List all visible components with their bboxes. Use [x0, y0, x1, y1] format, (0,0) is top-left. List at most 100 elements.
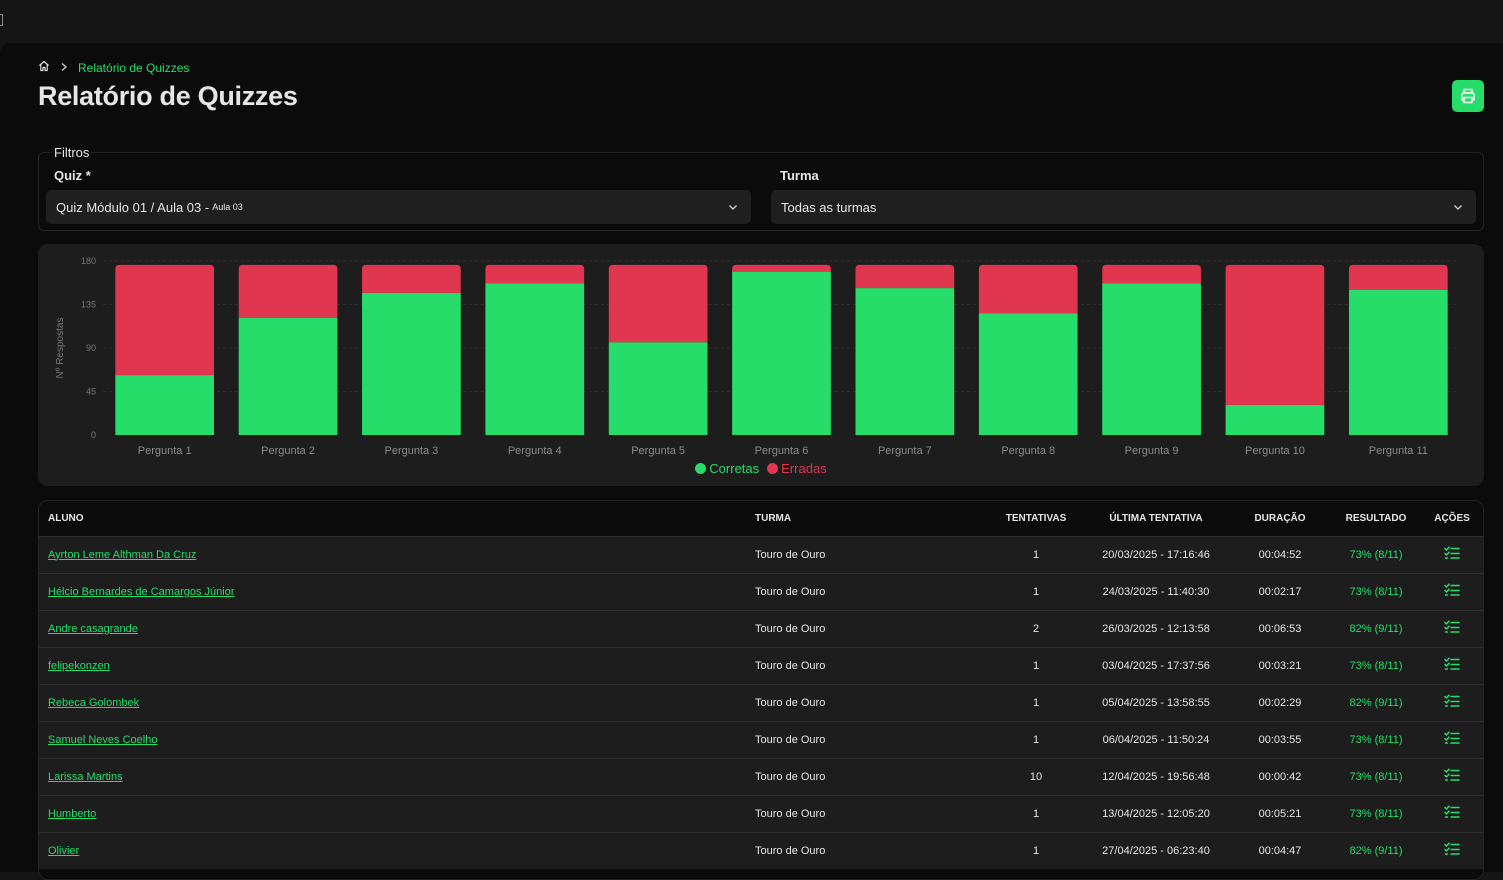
filters-panel: Filtros Quiz * Quiz Módulo 01 / Aula 03 …: [38, 145, 1484, 231]
student-link[interactable]: Olivier: [48, 844, 80, 857]
quiz-select-value: Quiz Módulo 01 / Aula 03 -: [56, 199, 210, 215]
main-content: Relatório de Quizzes Relatório de Quizze…: [0, 43, 1503, 880]
cell-duracao: 00:04:52: [1227, 535, 1333, 573]
student-link[interactable]: Hélcio Bernardes de Camargos Júnior: [48, 585, 235, 598]
quiz-select[interactable]: Quiz Módulo 01 / Aula 03 - Aula 03: [46, 190, 751, 224]
col-header-resultado[interactable]: RESULTADO: [1333, 501, 1419, 536]
list-check-icon[interactable]: [1444, 842, 1460, 859]
y-tick-label: 135: [81, 300, 96, 310]
cell-turma: Touro de Ouro: [755, 646, 987, 684]
col-header-turma[interactable]: TURMA: [755, 501, 987, 536]
cell-duracao: 00:03:55: [1227, 720, 1333, 758]
results-table-card: ALUNO TURMA TENTATIVAS ÚLTIMA TENTATIVA …: [38, 500, 1484, 880]
cell-duracao: 00:06:53: [1227, 609, 1333, 647]
table-row: Rebeca Golombek Touro de Ouro 1 05/04/2025 …: [39, 683, 1483, 721]
cell-ultima-tentativa: 03/04/2025 - 17:37:56: [1085, 646, 1227, 684]
cell-acoes: [1419, 831, 1483, 869]
table-row: Samuel Neves Coelho Touro de Ouro 1 06/04/2…: [39, 720, 1483, 758]
list-check-icon[interactable]: [1444, 694, 1460, 711]
list-check-icon[interactable]: [1444, 657, 1460, 674]
cell-aluno: Ayrton Leme Althman Da Cruz: [39, 535, 755, 573]
cell-tentativas: 1: [987, 720, 1085, 758]
cell-turma: Touro de Ouro: [755, 720, 987, 758]
cell-duracao: 00:03:21: [1227, 646, 1333, 684]
cell-acoes: [1419, 757, 1483, 795]
student-link[interactable]: Larissa Martins: [48, 770, 123, 783]
bar-segment-corretas: [978, 313, 1078, 435]
cell-resultado: 73% (8/11): [1333, 572, 1419, 610]
stacked-bar-chart: 0 45 90 135 180 Nº Respostas Pergunta 1 Pergunt…: [55, 256, 1460, 457]
col-header-duracao[interactable]: DURAÇÃO: [1227, 501, 1333, 536]
list-check-icon[interactable]: [1444, 583, 1460, 600]
cell-turma: Touro de Ouro: [755, 535, 987, 573]
y-tick-label: 90: [86, 343, 96, 353]
cell-duracao: 00:02:29: [1227, 683, 1333, 721]
chart-card: 0 45 90 135 180 Nº Respostas Pergunta 1 Pergunt…: [38, 244, 1484, 486]
bar-segment-erradas: [1225, 264, 1325, 406]
legend-item-erradas[interactable]: Erradas: [767, 461, 827, 476]
x-tick-label: Pergunta 5: [631, 445, 685, 457]
cell-acoes: [1419, 535, 1483, 573]
table-row: felipekonzen Touro de Ouro 1 03/04/2025 - 1…: [39, 646, 1483, 684]
legend-dot: [695, 463, 707, 474]
bar-segment-corretas: [1102, 283, 1201, 435]
cell-duracao: 00:02:17: [1227, 572, 1333, 610]
chart-legend: Corretas Erradas: [38, 461, 1484, 476]
cell-aluno: felipekonzen: [39, 646, 755, 684]
bar-segment-erradas: [978, 264, 1078, 314]
bar-segment-corretas: [1225, 405, 1325, 435]
list-check-icon[interactable]: [1444, 546, 1460, 563]
cell-ultima-tentativa: 13/04/2025 - 12:05:20: [1085, 794, 1227, 832]
cell-aluno: Larissa Martins: [39, 757, 755, 795]
cell-tentativas: 1: [987, 646, 1085, 684]
x-tick-label: Pergunta 8: [1001, 445, 1055, 457]
cell-resultado: 73% (8/11): [1333, 757, 1419, 795]
window-edge: [0, 14, 3, 26]
col-header-tentativas[interactable]: TENTATIVAS: [987, 501, 1085, 536]
cell-aluno: Samuel Neves Coelho: [39, 720, 755, 758]
list-check-icon[interactable]: [1444, 731, 1460, 748]
cell-tentativas: 1: [987, 683, 1085, 721]
y-tick-label: 45: [86, 387, 96, 397]
col-header-ultima-tentativa[interactable]: ÚLTIMA TENTATIVA: [1085, 501, 1227, 536]
x-tick-label: Pergunta 4: [508, 445, 562, 457]
col-header-aluno[interactable]: ALUNO: [39, 501, 755, 536]
cell-aluno: Humberto: [39, 794, 755, 832]
student-link[interactable]: felipekonzen: [48, 659, 110, 672]
cell-acoes: [1419, 794, 1483, 832]
cell-resultado: 73% (8/11): [1333, 535, 1419, 573]
page-title: Relatório de Quizzes: [38, 81, 298, 111]
table-row: Hélcio Bernardes de Camargos Júnior Touro…: [39, 572, 1483, 610]
student-link[interactable]: Rebeca Golombek: [48, 696, 140, 709]
legend-item-corretas[interactable]: Corretas: [695, 461, 759, 476]
filters-legend: Filtros: [52, 145, 92, 160]
student-link[interactable]: Andre casagrande: [48, 622, 138, 635]
cell-ultima-tentativa: 27/04/2025 - 06:23:40: [1085, 831, 1227, 869]
cell-aluno: Hélcio Bernardes de Camargos Júnior: [39, 572, 755, 610]
print-button[interactable]: [1452, 80, 1484, 112]
cell-acoes: [1419, 720, 1483, 758]
student-link[interactable]: Ayrton Leme Althman Da Cruz: [48, 548, 197, 561]
student-link[interactable]: Samuel Neves Coelho: [48, 733, 158, 746]
cell-resultado: 73% (8/11): [1333, 646, 1419, 684]
turma-select[interactable]: Todas as turmas: [771, 190, 1476, 224]
home-icon[interactable]: [38, 60, 50, 75]
cell-acoes: [1419, 646, 1483, 684]
turma-select-value: Todas as turmas: [781, 199, 877, 215]
bar-segment-erradas: [485, 264, 585, 284]
cell-tentativas: 1: [987, 572, 1085, 610]
cell-resultado: 82% (9/11): [1333, 831, 1419, 869]
cell-ultima-tentativa: 06/04/2025 - 11:50:24: [1085, 720, 1227, 758]
legend-label: Corretas: [709, 461, 760, 476]
student-link[interactable]: Humberto: [48, 807, 97, 820]
bar-segment-corretas: [1348, 290, 1448, 435]
breadcrumb-current[interactable]: Relatório de Quizzes: [78, 60, 190, 75]
list-check-icon[interactable]: [1444, 768, 1460, 785]
cell-tentativas: 1: [987, 535, 1085, 573]
list-check-icon[interactable]: [1444, 620, 1460, 637]
x-tick-label: Pergunta 6: [755, 445, 809, 457]
quiz-label: Quiz *: [54, 168, 91, 183]
list-check-icon[interactable]: [1444, 805, 1460, 822]
cell-turma: Touro de Ouro: [755, 794, 987, 832]
cell-aluno: Andre casagrande: [39, 609, 755, 647]
